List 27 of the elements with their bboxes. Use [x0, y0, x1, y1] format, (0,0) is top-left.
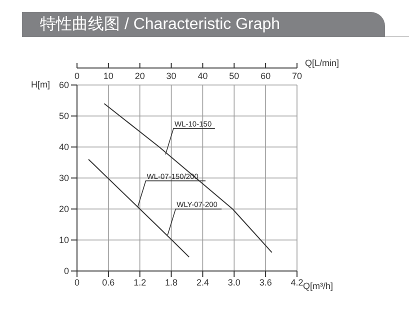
x2-axis-title: Q[L/min]	[305, 58, 340, 68]
x2-tick-label: 30	[166, 71, 176, 81]
x2-tick-label: 20	[134, 71, 145, 81]
x-tick-label: 2.4	[196, 277, 209, 288]
x2-tick-label: 10	[103, 71, 114, 81]
x2-tick-label: 60	[260, 71, 271, 81]
y-tick-label: 40	[58, 142, 69, 152]
y-tick-label: 10	[58, 235, 69, 246]
y-tick-label: 60	[58, 80, 69, 90]
y-tick-label: 30	[58, 173, 69, 184]
x2-tick-label: 0	[74, 71, 80, 81]
x-tick-label: 4.2	[290, 277, 304, 288]
y-axis-title: H[m]	[31, 79, 50, 90]
x2-tick-label: 70	[292, 71, 302, 81]
x2-tick-label: 50	[229, 71, 240, 81]
x-tick-label: 3.0	[228, 277, 240, 288]
x2-tick-label: 40	[198, 71, 208, 81]
x-tick-label: 1.8	[165, 277, 178, 288]
y-tick-label: 0	[64, 266, 69, 276]
x-tick-label: 3.6	[259, 277, 272, 288]
y-tick-label: 50	[58, 111, 69, 122]
x-tick-label: 0	[74, 277, 80, 288]
x-tick-label: 0.6	[102, 277, 115, 288]
x-tick-label: 1.2	[134, 277, 146, 288]
x-axis-title: Q[m³/h]	[303, 281, 334, 292]
chart-title: 特性曲线图 / Characteristic Graph	[22, 12, 385, 37]
y-tick-label: 20	[58, 204, 69, 214]
